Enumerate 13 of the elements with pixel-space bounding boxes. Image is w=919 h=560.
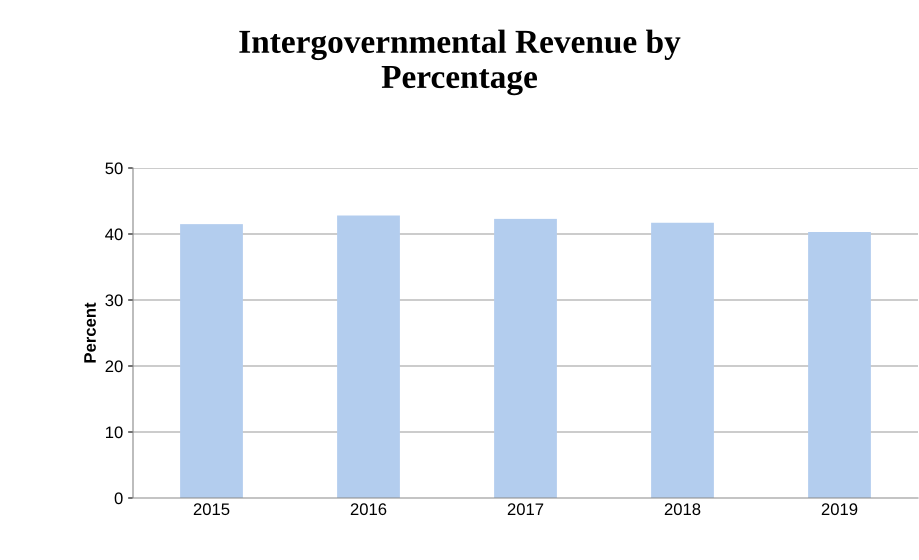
y-tick-label: 40 [105, 228, 123, 240]
y-axis-title: Percent [84, 302, 96, 362]
y-tick-label: 30 [105, 294, 123, 306]
x-tick-label: 2016 [350, 503, 386, 516]
y-tick-label: 10 [106, 426, 123, 438]
chart-title: Intergovernmental Revenue by Percentage [239, 30, 680, 96]
x-tick-label: 2015 [194, 503, 230, 516]
y-tick-label: 0 [114, 492, 123, 504]
x-tick-label: 2018 [664, 503, 700, 516]
y-tick-label: 50 [105, 162, 123, 174]
y-tick-label: 20 [106, 360, 123, 372]
x-tick-label: 2019 [822, 503, 858, 516]
x-tick-label: 2017 [508, 503, 544, 516]
